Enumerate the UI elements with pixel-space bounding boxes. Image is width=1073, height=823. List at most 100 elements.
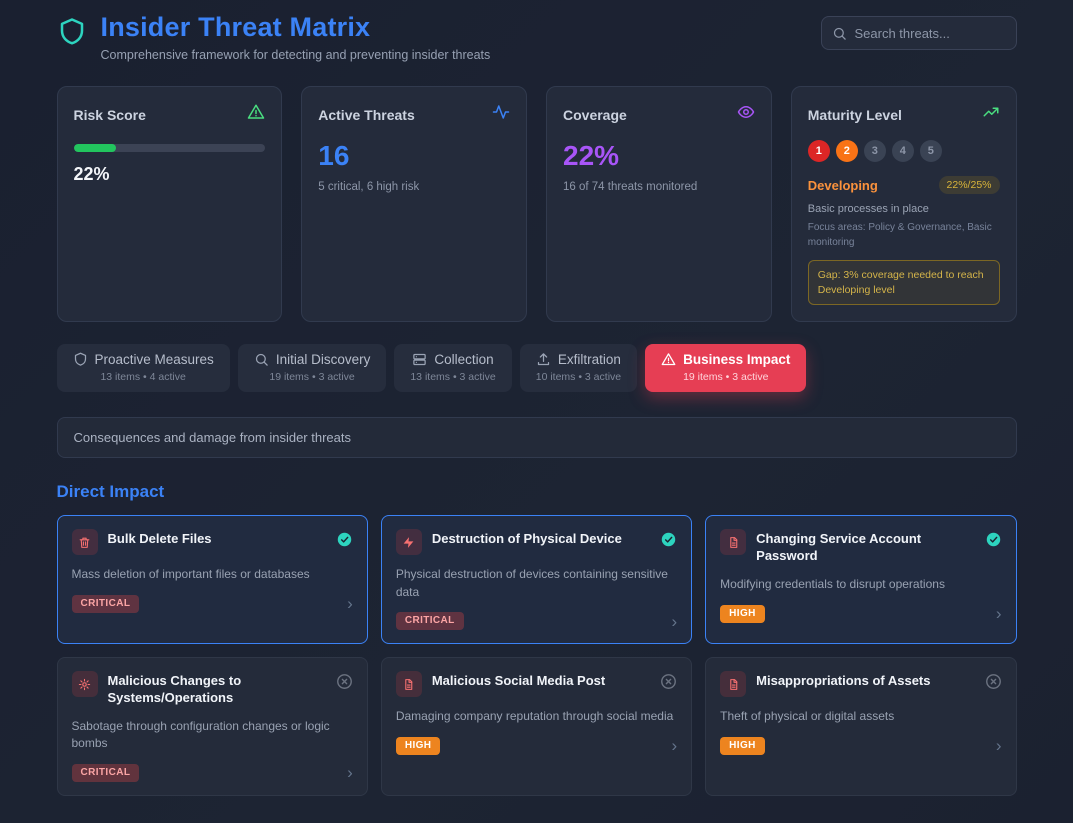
coverage-detail: 16 of 74 threats monitored [563,181,698,193]
maturity-progress-badge: 22%/25% [938,176,1000,194]
risk-score-card: Risk Score 22% [56,86,283,323]
active-threats-label: Active Threats [318,106,415,123]
maturity-level-5: 5 [919,140,942,162]
maturity-level-4: 4 [891,140,914,162]
search-input[interactable] [854,25,1006,41]
circle-x-icon[interactable] [660,673,677,693]
trending-up-icon [982,103,1000,126]
tab-meta: 10 items • 3 active [535,371,622,384]
circle-x-icon[interactable] [985,673,1002,693]
category-tabs: Proactive Measures 13 items • 4 active I… [56,344,1017,393]
threat-title: Misappropriations of Assets [756,673,931,689]
risk-progress-track [73,144,266,152]
threat-card-misappropriations-of-assets[interactable]: Misappropriations of Assets Theft of phy… [705,657,1017,796]
tab-exfiltration[interactable]: Exfiltration 10 items • 3 active [519,344,638,393]
tab-initial-discovery[interactable]: Initial Discovery 19 items • 3 active [237,344,387,393]
threat-description: Mass deletion of important files or data… [71,567,310,582]
section-title-direct-impact: Direct Impact [56,482,165,502]
active-threats-value: 16 [318,140,350,171]
tab-label: Collection [434,352,494,368]
maturity-level-1: 1 [807,140,830,162]
threat-title: Destruction of Physical Device [431,531,622,547]
active-threats-detail: 5 critical, 6 high risk [318,181,420,193]
circle-x-icon[interactable] [336,673,353,693]
file-icon [720,529,747,556]
coverage-card: Coverage 22% 16 of 74 threats monitored [546,86,772,323]
eye-icon [737,103,755,126]
tab-label: Initial Discovery [275,352,371,368]
threat-description: Sabotage through configuration changes o… [71,718,330,751]
search-icon [833,27,846,40]
chevron-right-icon: › [995,604,1002,624]
check-circle-icon[interactable] [660,531,677,551]
threat-title: Changing Service Account Password [756,531,922,564]
page-container: Insider Threat Matrix Comprehensive fram… [56,0,1017,823]
threat-card-bulk-delete-files[interactable]: Bulk Delete Files Mass deletion of impor… [56,515,368,645]
chevron-right-icon: › [995,736,1002,756]
risk-score-label: Risk Score [73,106,146,123]
tab-proactive-measures[interactable]: Proactive Measures 13 items • 4 active [56,344,230,393]
server-icon [413,354,427,366]
page-title: Insider Threat Matrix [100,12,371,42]
maturity-level-3: 3 [863,140,886,162]
maturity-level-card: Maturity Level 1 2 3 4 5 Developing 22%/… [790,86,1017,323]
threat-card-changing-service-account-password[interactable]: Changing Service Account Password Modify… [705,515,1017,645]
severity-badge: HIGH [395,736,441,755]
alert-triangle-icon [247,103,265,126]
tab-meta: 19 items • 3 active [683,371,769,384]
threat-description: Modifying credentials to disrupt operati… [720,577,945,592]
threat-card-malicious-social-media-post[interactable]: Malicious Social Media Post Damaging com… [380,657,693,796]
tab-label: Proactive Measures [94,352,214,368]
risk-progress-fill [73,144,116,152]
category-description: Consequences and damage from insider thr… [56,417,1017,459]
tab-collection[interactable]: Collection 13 items • 3 active [394,344,512,393]
threat-card-malicious-changes-to-systems[interactable]: Malicious Changes to Systems/Operations … [56,657,368,796]
coverage-value: 22% [563,140,620,171]
maturity-gap-note: Gap: 3% coverage needed to reach Develop… [807,260,1000,306]
maturity-focus-areas: Focus areas: Policy & Governance, Basic … [807,222,992,248]
brand: Insider Threat Matrix Comprehensive fram… [57,12,491,62]
severity-badge: CRITICAL [71,763,140,782]
maturity-levels: 1 2 3 4 5 [807,140,1000,162]
tab-business-impact[interactable]: Business Impact 19 items • 3 active [645,344,807,393]
severity-badge: CRITICAL [71,594,140,613]
activity-icon [492,103,510,126]
gear-icon [71,671,98,698]
threat-description: Physical destruction of devices containi… [395,567,668,599]
threat-title: Malicious Social Media Post [431,673,606,689]
maturity-level-2: 2 [835,140,858,162]
maturity-description: Basic processes in place [807,203,929,215]
threat-title: Bulk Delete Files [107,531,212,547]
chevron-right-icon: › [671,736,678,756]
direct-impact-grid: Bulk Delete Files Mass deletion of impor… [56,515,1017,796]
search-icon [255,354,268,367]
coverage-label: Coverage [563,106,627,123]
app-header: Insider Threat Matrix Comprehensive fram… [57,12,1017,62]
chevron-right-icon: › [347,763,353,783]
check-circle-icon[interactable] [985,531,1002,551]
tab-meta: 13 items • 3 active [410,371,496,384]
file-icon [395,671,422,698]
chevron-right-icon: › [671,611,678,631]
shield-icon [74,353,86,367]
tab-label: Exfiltration [557,352,621,368]
maturity-label: Maturity Level [807,106,902,123]
alert-triangle-icon [661,353,676,366]
stats-row: Risk Score 22% Active Threats 16 5 criti… [56,86,1017,323]
threat-card-destruction-of-physical-device[interactable]: Destruction of Physical Device Physical … [380,515,693,645]
shield-logo-icon [57,16,87,53]
chevron-right-icon: › [347,594,353,614]
threat-title: Malicious Changes to Systems/Operations [107,673,242,706]
trash-icon [71,529,98,556]
file-icon [720,671,747,698]
zap-icon [395,529,422,556]
severity-badge: CRITICAL [395,612,464,631]
search-box[interactable] [820,16,1017,50]
upload-icon [537,353,550,366]
threat-description: Theft of physical or digital assets [720,709,895,724]
active-threats-card: Active Threats 16 5 critical, 6 high ris… [301,86,527,323]
page-subtitle: Comprehensive framework for detecting an… [100,48,491,62]
section-title-operational-impact: Operational Impact [57,820,1017,823]
severity-badge: HIGH [720,736,765,755]
check-circle-icon[interactable] [336,531,353,551]
